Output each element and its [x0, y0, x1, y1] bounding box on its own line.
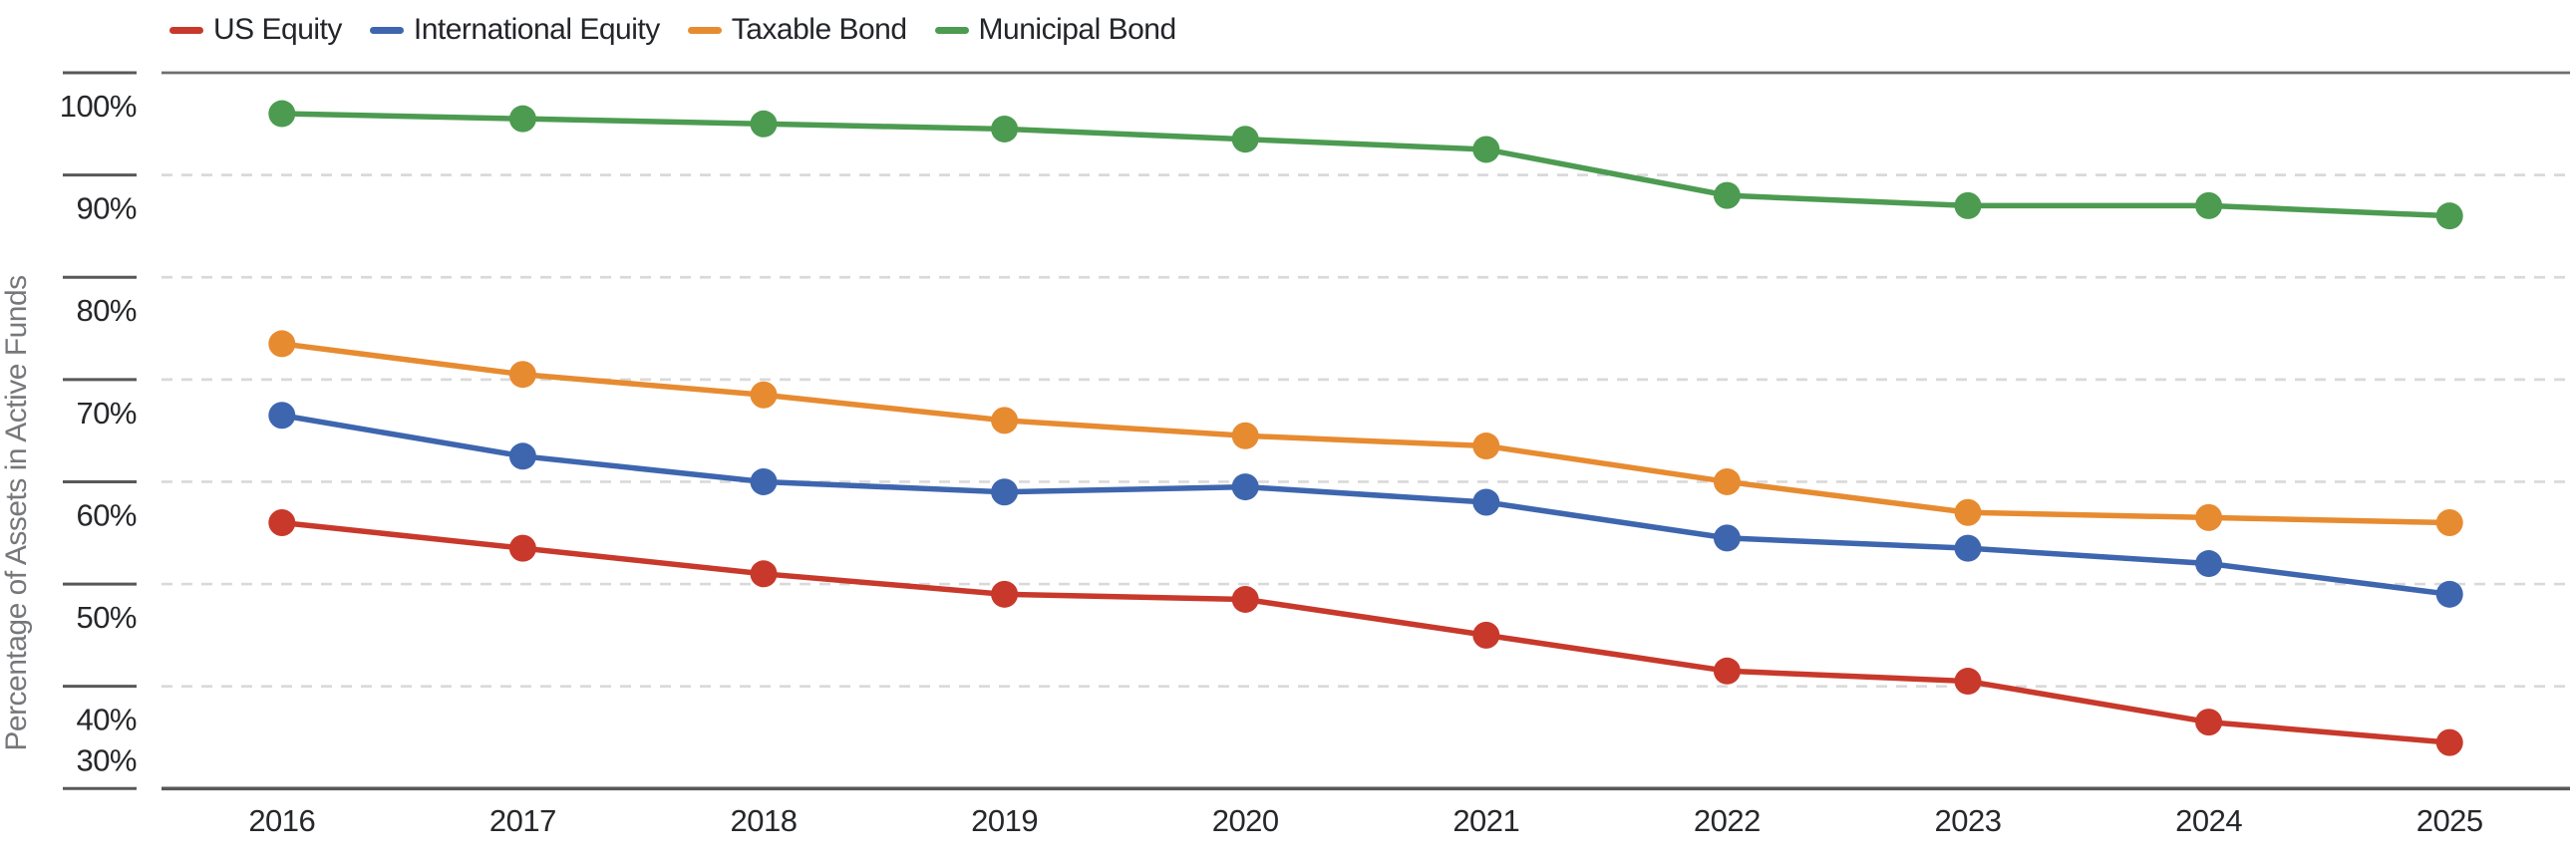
y-tick-label: 80%: [76, 293, 137, 328]
x-tick-label: 2019: [971, 803, 1038, 838]
data-point-taxable-bond-2021: [1472, 432, 1500, 460]
legend-item-taxable-bond: Taxable Bond: [687, 13, 907, 47]
series-line-us-equity: [281, 519, 2450, 745]
data-point-municipal-bond-2020: [1231, 126, 1259, 153]
y-tick-label: 100%: [60, 89, 137, 124]
legend-item-municipal-bond: Municipal Bond: [934, 13, 1177, 47]
legend-label: Taxable Bond: [731, 13, 907, 46]
data-point-taxable-bond-2017: [508, 361, 536, 389]
legend-item-us-equity: US Equity: [169, 13, 342, 47]
y-tick-label: 40%: [76, 703, 137, 737]
data-point-taxable-bond-2018: [750, 381, 778, 409]
x-tick-label: 2016: [248, 803, 315, 838]
legend-swatch-icon: [687, 26, 722, 34]
y-tick-label: 90%: [76, 191, 137, 226]
series-line-international-equity: [281, 413, 2450, 598]
data-point-taxable-bond-2023: [1954, 498, 1982, 526]
data-point-international-equity-2020: [1231, 473, 1259, 501]
y-tick-label: 60%: [76, 497, 137, 532]
data-point-us-equity-2025: [2435, 728, 2463, 756]
x-tick-label: 2024: [2175, 803, 2242, 838]
data-point-taxable-bond-2020: [1231, 422, 1259, 449]
x-tick-label: 2023: [1935, 803, 2002, 838]
data-point-municipal-bond-2024: [2195, 191, 2223, 219]
series-line-taxable-bond: [281, 341, 2450, 526]
chart-legend: US Equity International Equity Taxable Bon…: [169, 12, 1176, 48]
y-tick-label: 50%: [76, 600, 137, 635]
data-point-us-equity-2020: [1231, 585, 1259, 613]
legend-swatch-icon: [169, 26, 203, 34]
data-point-municipal-bond-2016: [268, 100, 296, 128]
legend-item-international-equity: International Equity: [369, 13, 660, 47]
x-tick-label: 2022: [1694, 803, 1761, 838]
data-point-municipal-bond-2022: [1713, 181, 1741, 209]
legend-label: Municipal Bond: [978, 13, 1177, 46]
data-point-municipal-bond-2018: [750, 110, 778, 138]
data-point-international-equity-2022: [1713, 524, 1741, 552]
y-tick-label: 70%: [76, 396, 137, 431]
data-point-municipal-bond-2021: [1472, 136, 1500, 163]
x-tick-label: 2018: [731, 803, 798, 838]
data-point-municipal-bond-2017: [508, 105, 536, 133]
data-point-us-equity-2017: [508, 534, 536, 562]
data-point-us-equity-2021: [1472, 621, 1500, 649]
data-point-us-equity-2024: [2195, 709, 2223, 736]
data-point-municipal-bond-2019: [991, 115, 1019, 143]
legend-swatch-icon: [934, 26, 969, 34]
x-tick-label: 2021: [1452, 803, 1519, 838]
data-point-us-equity-2016: [268, 509, 296, 537]
data-point-us-equity-2019: [991, 580, 1019, 608]
data-point-municipal-bond-2025: [2435, 202, 2463, 230]
data-point-international-equity-2024: [2195, 550, 2223, 578]
data-point-international-equity-2018: [750, 467, 778, 495]
data-point-international-equity-2025: [2435, 580, 2463, 608]
series-line-municipal-bond: [281, 111, 2450, 219]
data-point-taxable-bond-2019: [991, 407, 1019, 434]
data-point-taxable-bond-2016: [268, 330, 296, 358]
data-point-us-equity-2023: [1954, 668, 1982, 696]
data-point-international-equity-2019: [991, 478, 1019, 506]
x-tick-label: 2017: [489, 803, 556, 838]
x-tick-label: 2025: [2416, 803, 2483, 838]
data-point-international-equity-2021: [1472, 488, 1500, 516]
data-point-international-equity-2016: [268, 402, 296, 430]
y-axis-title: Percentage of Assets in Active Funds: [0, 275, 33, 750]
legend-label: US Equity: [213, 13, 342, 46]
y-tick-label: 30%: [76, 742, 137, 777]
data-point-taxable-bond-2024: [2195, 503, 2223, 531]
legend-label: International Equity: [413, 13, 660, 46]
data-point-international-equity-2023: [1954, 534, 1982, 562]
legend-swatch-icon: [369, 26, 404, 34]
x-tick-label: 2020: [1212, 803, 1279, 838]
data-point-us-equity-2022: [1713, 657, 1741, 685]
data-point-municipal-bond-2023: [1954, 191, 1982, 219]
data-point-taxable-bond-2022: [1713, 467, 1741, 495]
data-point-international-equity-2017: [508, 442, 536, 470]
data-point-us-equity-2018: [750, 560, 778, 588]
data-point-taxable-bond-2025: [2435, 509, 2463, 537]
